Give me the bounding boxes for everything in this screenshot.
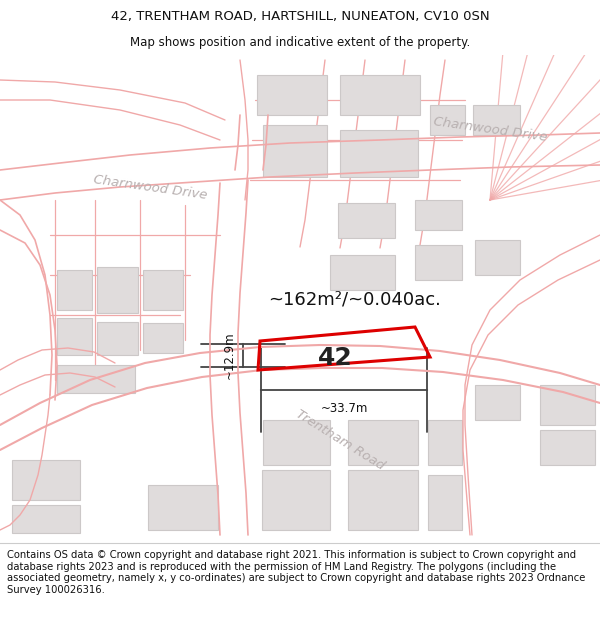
Text: ~12.9m: ~12.9m: [223, 332, 235, 379]
Polygon shape: [338, 203, 395, 238]
Polygon shape: [263, 420, 330, 465]
Text: Charnwood Drive: Charnwood Drive: [432, 116, 548, 144]
Polygon shape: [143, 270, 183, 310]
Polygon shape: [340, 75, 420, 115]
Polygon shape: [540, 430, 595, 465]
Polygon shape: [257, 75, 327, 115]
Polygon shape: [540, 385, 595, 425]
Text: Map shows position and indicative extent of the property.: Map shows position and indicative extent…: [130, 36, 470, 49]
Polygon shape: [97, 267, 138, 313]
Polygon shape: [348, 420, 418, 465]
Text: ~33.7m: ~33.7m: [320, 402, 368, 415]
Polygon shape: [148, 485, 218, 530]
Polygon shape: [57, 365, 135, 393]
Polygon shape: [97, 322, 138, 355]
Polygon shape: [57, 270, 92, 310]
Polygon shape: [415, 200, 462, 230]
Polygon shape: [12, 505, 80, 533]
Text: 42, TRENTHAM ROAD, HARTSHILL, NUNEATON, CV10 0SN: 42, TRENTHAM ROAD, HARTSHILL, NUNEATON, …: [110, 10, 490, 23]
Polygon shape: [340, 130, 418, 177]
Text: Trentham Road: Trentham Road: [293, 408, 386, 472]
Polygon shape: [428, 420, 462, 465]
Polygon shape: [475, 240, 520, 275]
Polygon shape: [262, 470, 330, 530]
Polygon shape: [428, 475, 462, 530]
Polygon shape: [415, 245, 462, 280]
Polygon shape: [475, 385, 520, 420]
Text: Charnwood Drive: Charnwood Drive: [92, 174, 208, 203]
Text: ~162m²/~0.040ac.: ~162m²/~0.040ac.: [269, 291, 442, 309]
Polygon shape: [473, 105, 520, 135]
Polygon shape: [57, 318, 92, 355]
Text: Contains OS data © Crown copyright and database right 2021. This information is : Contains OS data © Crown copyright and d…: [7, 550, 586, 595]
Polygon shape: [143, 323, 183, 353]
Polygon shape: [430, 105, 465, 135]
Text: 42: 42: [317, 346, 352, 370]
Polygon shape: [348, 470, 418, 530]
Polygon shape: [263, 125, 327, 177]
Polygon shape: [330, 255, 395, 290]
Polygon shape: [12, 460, 80, 500]
